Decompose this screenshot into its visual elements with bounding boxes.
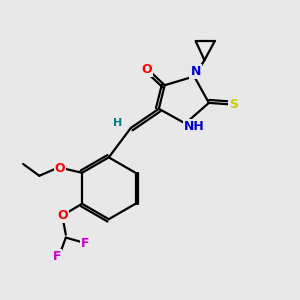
- Text: O: O: [142, 62, 152, 76]
- Text: S: S: [230, 98, 238, 111]
- Text: H: H: [113, 118, 122, 128]
- Text: O: O: [58, 209, 68, 222]
- Text: N: N: [190, 65, 201, 79]
- Text: NH: NH: [184, 120, 205, 133]
- Text: O: O: [55, 162, 65, 175]
- Text: F: F: [81, 237, 89, 250]
- Text: F: F: [53, 250, 61, 263]
